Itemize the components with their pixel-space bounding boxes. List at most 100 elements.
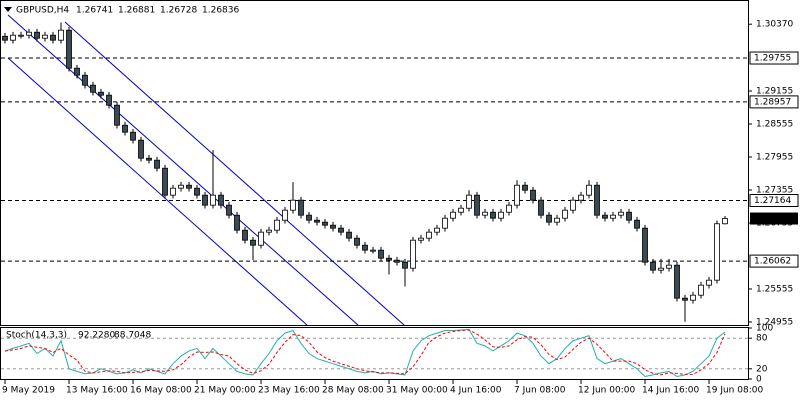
candle-body [82,74,88,86]
candle-body [74,67,80,76]
candle-body [106,94,112,106]
candle-body [578,194,584,201]
candle-body [226,204,232,216]
candle-body [42,34,48,39]
candle-body [602,214,608,219]
candle-body [242,229,248,241]
candle-body [50,34,56,41]
stoch-pane [0,327,749,380]
y-tick-label: 1.29155 [756,87,793,97]
candle-body [210,194,216,206]
candle-body [58,29,64,41]
candle-body [18,34,24,37]
candle-body [418,237,424,241]
header-low: 1.26728 [160,6,197,16]
candle-body [378,249,384,259]
candle-body [402,261,408,269]
candle-body [354,237,360,246]
candle-body [330,224,336,229]
candle-body [154,159,160,169]
y-tick-label: 1.25555 [756,284,793,294]
y-tick-label: 1.24955 [756,317,793,327]
x-tick-label: 31 May 00:00 [386,386,448,396]
symbol: GBPUSD,H4 [16,6,69,16]
level-label-box [749,51,799,65]
level-label-box [749,254,799,268]
candle-body [218,194,224,206]
candle-body [458,207,464,213]
y-tick-label: 1.30370 [756,20,793,30]
candle-body [594,184,600,216]
candle-body [114,104,120,126]
candle-body [466,194,472,209]
header-open: 1.26741 [76,6,113,16]
candle-body [514,184,520,206]
stoch-signal-value: 88.7048 [114,331,151,341]
candle-body [162,167,168,196]
level-label: 1.28957 [754,97,791,107]
menu-arrow[interactable] [4,7,12,12]
candle-body [10,34,16,41]
candle-body [682,297,688,301]
y-tick-label: 1.28555 [756,120,793,130]
candle-body [554,217,560,223]
candle-body [346,231,352,239]
level-label: 1.26062 [754,257,791,267]
candle-body [202,194,208,206]
level-label-box [749,95,799,109]
candle-body [474,194,480,216]
stoch-y-tick-label: 0 [756,375,762,385]
candle-body [490,211,496,219]
candle-body [482,211,488,216]
candle-body [410,239,416,269]
candle-body [370,249,376,252]
candle-body [178,184,184,189]
candle-body [522,184,528,191]
candle-body [298,199,304,216]
price-label: 1.26836 [754,214,791,224]
y-tick-label: 1.27955 [756,153,793,163]
candle-body [450,211,456,219]
candle-body [714,223,720,281]
y-tick-label: 1.27355 [756,185,793,195]
main-pane [0,0,749,326]
candle-body [690,294,696,301]
candle-body [634,219,640,229]
candle-body [506,204,512,213]
candle-body [130,131,136,141]
header-high: 1.26881 [118,6,155,16]
candle-body [698,284,704,296]
stoch-name: Stoch(14,3,3) [6,331,67,341]
candle-body [546,214,552,223]
candle-body [562,209,568,219]
candle-body [250,239,256,246]
x-tick-label: 23 May 16:00 [258,386,320,396]
candle-body [122,124,128,133]
candle-body [538,199,544,216]
candle-body [274,219,280,231]
candle-body [530,189,536,201]
x-tick-label: 21 May 00:00 [194,386,256,396]
stoch-y-tick-label: 100 [756,324,773,334]
candle-body [722,218,728,225]
candle-body [234,214,240,231]
x-tick-label: 19 Jun 08:00 [706,386,763,396]
x-tick-label: 28 May 08:00 [322,386,384,396]
candle-body [626,211,632,221]
candle-body [306,214,312,221]
candle-body [394,259,400,263]
candle-body [2,35,8,41]
stoch-y-tick-label: 20 [756,364,768,374]
candle-body [146,157,152,161]
level-label: 1.29755 [754,54,791,64]
candle-body [666,264,672,269]
candle-body [138,139,144,159]
candle-body [362,244,368,251]
candle-body [90,84,96,93]
candle-body [658,267,664,271]
x-tick-label: 13 May 16:00 [66,386,128,396]
stoch-line [4,329,726,376]
level-label: 1.27164 [754,196,791,206]
channel-line [64,21,405,326]
